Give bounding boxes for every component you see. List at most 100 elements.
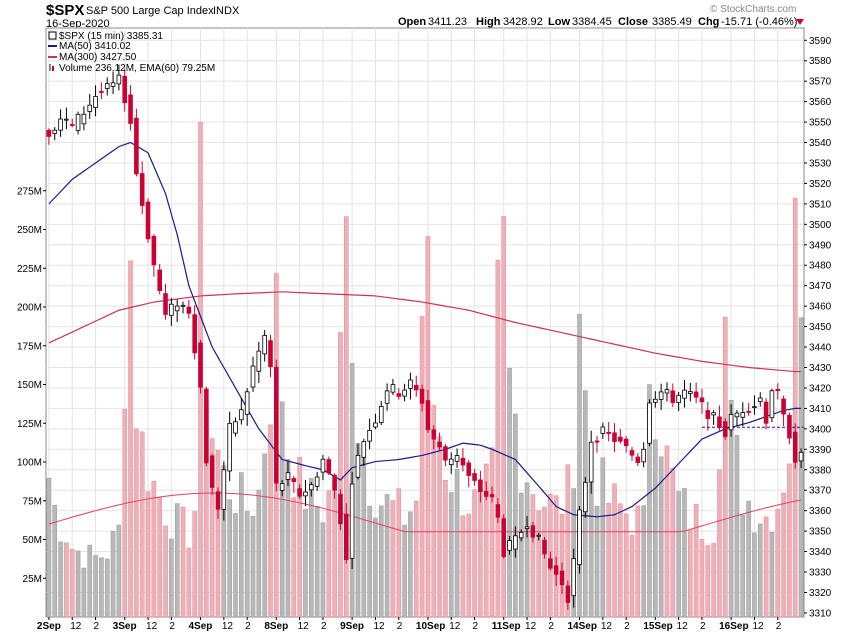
volume-bar-98: [618, 503, 623, 618]
volume-bar-16: [139, 431, 145, 618]
candle-body-61: [402, 389, 407, 397]
volume-bar-2: [58, 541, 63, 618]
chg-label: Chg: [698, 16, 719, 28]
candle-body-75: [483, 490, 489, 497]
volume-bar-11: [110, 531, 116, 618]
volume-bar-24: [186, 547, 192, 618]
price-tick-label-4: 3350: [809, 527, 832, 538]
volume-bar-113: [705, 545, 711, 618]
candle-body-109: [682, 389, 687, 399]
time-tick-label-22: 12: [601, 621, 613, 632]
time-tick-label-0: 2Sep: [37, 621, 61, 632]
volume-bar-82: [524, 482, 530, 618]
price-tick-label-26: 3570: [809, 77, 832, 88]
time-tick-label-16: 12: [449, 621, 461, 632]
time-tick-label-14: 2: [397, 621, 403, 632]
candle-body-60: [396, 393, 402, 397]
price-tick-label-27: 3580: [809, 56, 832, 67]
candle-body-23: [180, 304, 186, 307]
candle-body-97: [612, 432, 617, 442]
price-tick-label-20: 3510: [809, 199, 832, 210]
candle-body-47: [320, 458, 326, 473]
candle-body-31: [227, 422, 232, 472]
volume-bar-74: [478, 488, 483, 618]
volume-tick-label-5: 150M: [17, 380, 42, 391]
volume-axis: 25M 50M 75M 100M 125M 150M 175M 200M 225M 250M 275…: [17, 186, 46, 585]
volume-bar-46: [314, 506, 320, 618]
volume-bar-56: [373, 517, 378, 618]
time-axis: 2Sep 12 2 3Sep 12 2 4Sep 12 2 8Sep 12 2 9Sep 12 2 10Sep…: [37, 617, 782, 632]
time-tick-label-27: 16Sep: [719, 621, 748, 632]
volume-bar-122: [757, 523, 763, 618]
price-tick-label-16: 3470: [809, 281, 832, 292]
volume-bar-19: [157, 497, 162, 618]
time-tick-label-17: 2: [473, 621, 479, 632]
candle-body-128: [792, 431, 798, 463]
volume-bar-120: [746, 500, 751, 618]
time-tick-label-8: 2: [245, 621, 251, 632]
candle-body-82: [524, 526, 530, 529]
candle-body-96: [606, 431, 611, 434]
volume-bar-31: [227, 499, 232, 618]
candle-body-15: [134, 117, 139, 175]
candle-body-59: [390, 384, 396, 393]
price-tick-label-19: 3500: [809, 220, 832, 231]
volume-bar-21: [169, 538, 174, 618]
candle-body-1: [52, 129, 58, 134]
volume-bar-72: [466, 513, 472, 618]
candle-body-113: [705, 410, 711, 419]
volume-bar-77: [495, 260, 501, 618]
price-tick-label-23: 3540: [809, 138, 832, 149]
volume-bar-121: [752, 532, 757, 618]
time-tick-label-15: 10Sep: [416, 621, 445, 632]
symbol-title: $SPX: [46, 2, 84, 19]
volume-bar-110: [688, 529, 693, 618]
candle-body-13: [122, 75, 128, 104]
candle-body-86: [548, 558, 553, 569]
volume-bar-104: [653, 439, 658, 618]
volume-bar-67: [437, 436, 442, 618]
time-tick-label-21: 14Sep: [568, 621, 597, 632]
volume-bar-62: [408, 511, 413, 618]
candle-body-100: [629, 450, 635, 456]
candle-body-17: [145, 201, 151, 240]
volume-bar-102: [641, 505, 646, 618]
candle-body-129: [798, 451, 804, 462]
volume-bar-126: [781, 492, 786, 618]
candle-body-19: [157, 269, 162, 292]
candle-body-35: [250, 365, 256, 388]
candle-body-92: [583, 482, 588, 513]
candle-body-80: [513, 535, 518, 550]
volume-bar-44: [303, 508, 308, 618]
candle-body-39: [274, 366, 279, 484]
price-tick-label-11: 3420: [809, 383, 832, 394]
candle-body-27: [204, 388, 209, 464]
volume-bar-13: [122, 409, 128, 618]
volume-bar-128: [792, 197, 798, 618]
candle-body-51: [343, 513, 349, 561]
volume-tick-label-0: 25M: [23, 574, 42, 585]
candle-body-36: [256, 350, 262, 372]
candle-body-101: [635, 456, 641, 463]
candle-body-69: [448, 458, 454, 466]
volume-bar-105: [658, 456, 664, 618]
time-tick-label-10: 12: [298, 621, 310, 632]
candle-body-43: [297, 488, 302, 497]
volume-bar-95: [600, 457, 606, 618]
time-tick-label-4: 12: [146, 621, 158, 632]
volume-bar-57: [378, 505, 384, 618]
high-label: High: [476, 16, 501, 28]
low-value: 3384.45: [572, 16, 612, 28]
candle-body-94: [594, 440, 600, 443]
time-tick-label-1: 12: [70, 621, 82, 632]
candle-body-46: [314, 476, 320, 487]
candle-body-71: [460, 457, 466, 466]
candle-body-48: [326, 459, 332, 474]
candle-body-20: [163, 293, 168, 315]
price-tick-label-25: 3560: [809, 97, 832, 108]
volume-bar-63: [413, 500, 419, 618]
volume-bar-96: [606, 503, 611, 618]
candle-body-117: [728, 413, 734, 431]
candle-body-34: [244, 391, 250, 415]
candle-body-32: [233, 421, 238, 434]
